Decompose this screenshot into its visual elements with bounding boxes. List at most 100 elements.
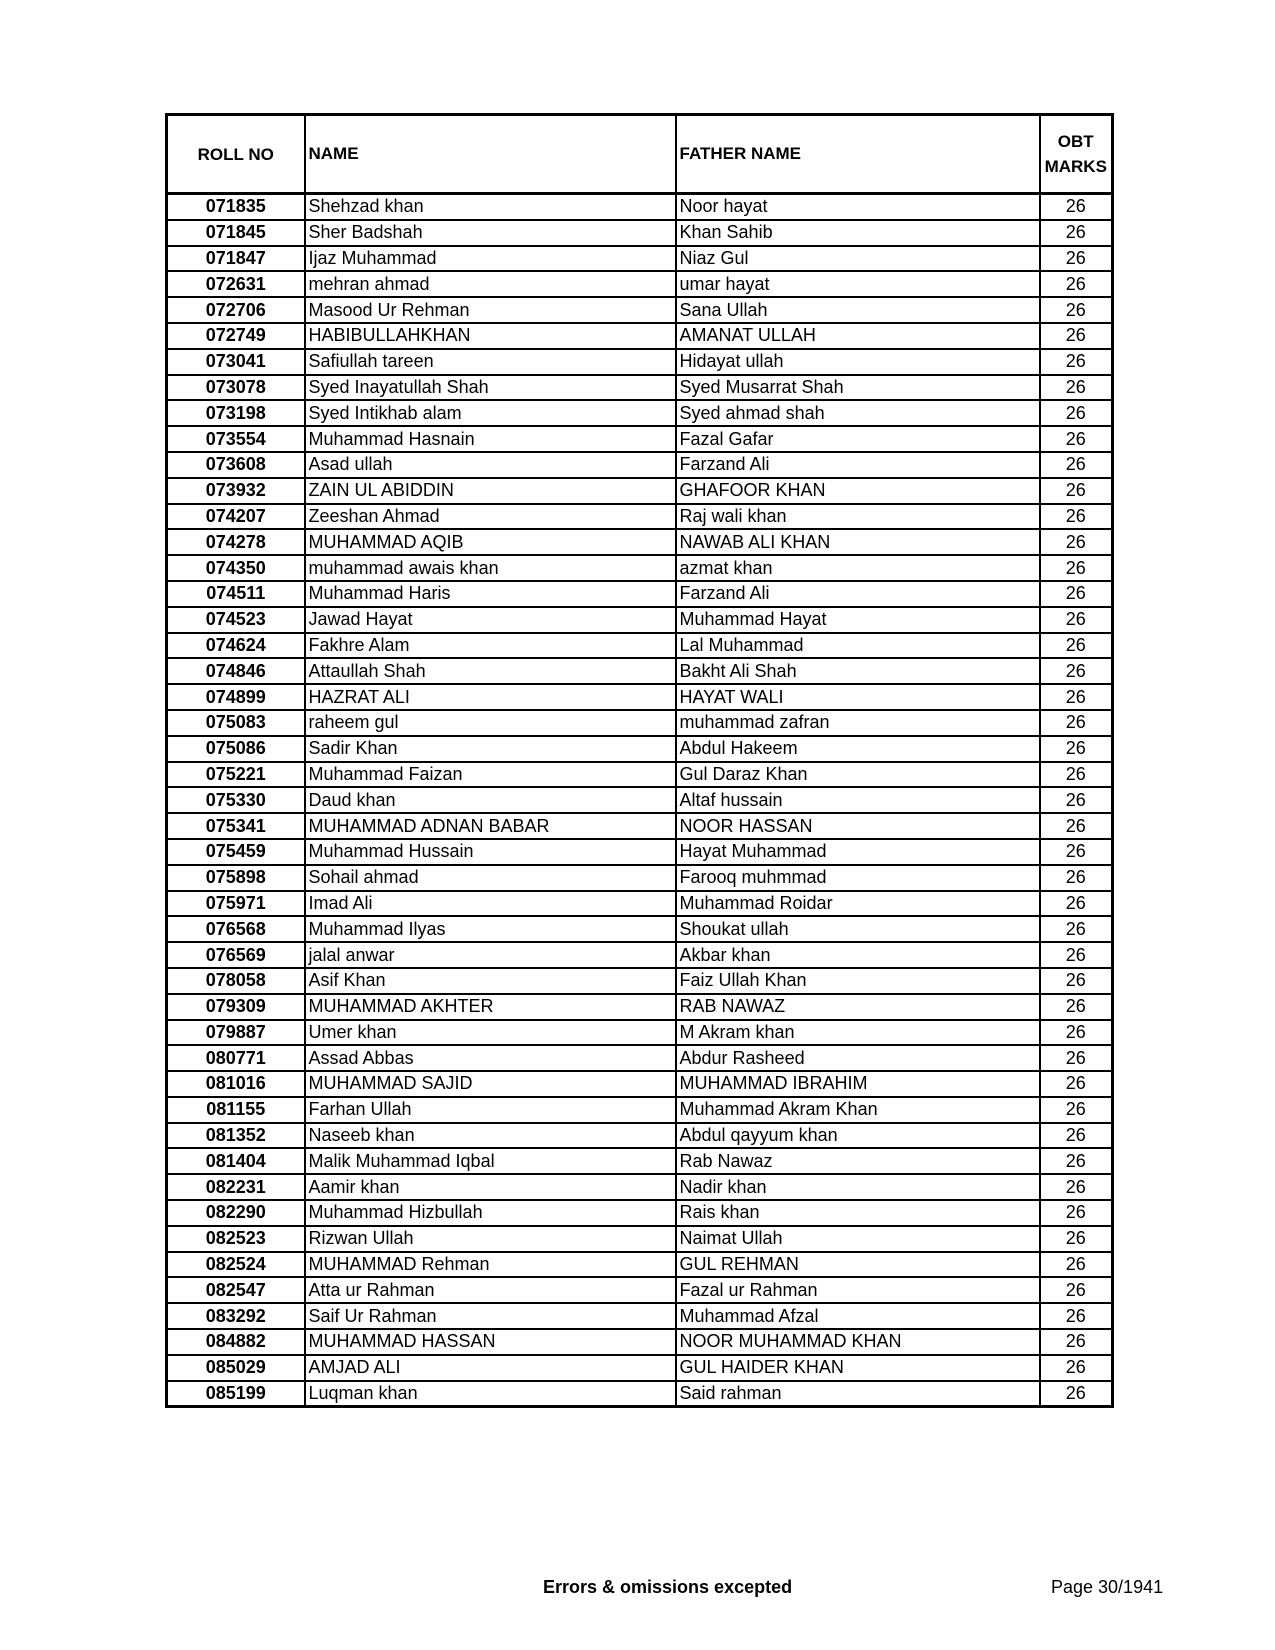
name-cell: muhammad awais khan [303,554,677,582]
obt-marks-cell: 26 [1038,734,1114,763]
obt-marks-cell: 26 [1038,1095,1114,1124]
roll-no-cell: 082290 [165,1199,306,1227]
roll-no-cell: 082547 [165,1276,306,1305]
name-cell: HABIBULLAHKHAN [303,321,677,350]
roll-no-cell: 081155 [165,1095,306,1124]
obt-marks-cell: 26 [1038,1276,1114,1305]
name-cell: AMJAD ALI [303,1353,677,1382]
obt-marks-cell: 26 [1038,786,1114,815]
table-row: 071835 Shehzad khan Noor hayat 26 [165,192,1114,221]
name-cell: Sher Badshah [303,218,677,247]
father-name-cell: NOOR HASSAN [674,812,1041,840]
header-father-name: FATHER NAME [674,113,1041,195]
obt-marks-cell: 26 [1038,192,1114,221]
table-row: 083292 Saif Ur Rahman Muhammad Afzal 26 [165,1302,1114,1331]
obt-marks-cell: 26 [1038,399,1114,428]
table-row: 078058 Asif Khan Faiz Ullah Khan 26 [165,966,1114,995]
obt-marks-cell: 26 [1038,579,1114,608]
results-table: ROLL NO NAME FATHER NAME OBT MARKS 071835… [165,113,1114,1409]
roll-no-cell: 071835 [165,192,306,221]
father-name-cell: Lal Muhammad [674,631,1041,660]
father-name-cell: Farzand Ali [674,579,1041,608]
table-row: 075330 Daud khan Altaf hussain 26 [165,786,1114,815]
table-row: 073078 Syed Inayatullah Shah Syed Musarrat… [165,373,1114,402]
table-row: 082290 Muhammad Hizbullah Rais khan 26 [165,1199,1114,1227]
roll-no-cell: 075221 [165,760,306,789]
roll-no-cell: 072749 [165,321,306,350]
table-row: 084882 MUHAMMAD HASSAN NOOR MUHAMMAD KHAN 2… [165,1328,1114,1356]
obt-marks-cell: 26 [1038,605,1114,634]
father-name-cell: Khan Sahib [674,218,1041,247]
name-cell: Zeeshan Ahmad [303,502,677,531]
name-cell: Muhammad Hasnain [303,425,677,453]
table-row: 071847 Ijaz Muhammad Niaz Gul 26 [165,244,1114,273]
obt-marks-cell: 26 [1038,321,1114,350]
obt-marks-cell: 26 [1038,1018,1114,1047]
name-cell: Muhammad Faizan [303,760,677,789]
name-cell: Imad Ali [303,889,677,918]
father-name-cell: Syed ahmad shah [674,399,1041,428]
roll-no-cell: 073041 [165,347,306,376]
name-cell: jalal anwar [303,941,677,969]
obt-marks-cell: 26 [1038,889,1114,918]
father-name-cell: azmat khan [674,554,1041,582]
table-row: 085199 Luqman khan Said rahman 26 [165,1379,1114,1408]
table-row: 075083 raheem gul muhammad zafran 26 [165,708,1114,737]
roll-no-cell: 075971 [165,889,306,918]
name-cell: Asif Khan [303,966,677,995]
name-cell: Assad Abbas [303,1044,677,1073]
table-row: 073932 ZAIN UL ABIDDIN GHAFOOR KHAN 26 [165,476,1114,505]
obt-marks-cell: 26 [1038,1328,1114,1356]
name-cell: Luqman khan [303,1379,677,1408]
table-row: 081155 Farhan Ullah Muhammad Akram Khan 26 [165,1095,1114,1124]
name-cell: Attaullah Shah [303,657,677,686]
name-cell: ZAIN UL ABIDDIN [303,476,677,505]
obt-marks-cell: 26 [1038,941,1114,969]
name-cell: MUHAMMAD SAJID [303,1070,677,1098]
table-row: 082524 MUHAMMAD Rehman GUL REHMAN 26 [165,1250,1114,1279]
father-name-cell: Said rahman [674,1379,1041,1408]
table-row: 081404 Malik Muhammad Iqbal Rab Nawaz 26 [165,1147,1114,1176]
roll-no-cell: 075083 [165,708,306,737]
roll-no-cell: 074278 [165,528,306,557]
table-row: 073041 Safiullah tareen Hidayat ullah 26 [165,347,1114,376]
father-name-cell: Raj wali khan [674,502,1041,531]
father-name-cell: Akbar khan [674,941,1041,969]
name-cell: Ijaz Muhammad [303,244,677,273]
header-name: NAME [303,113,677,195]
name-cell: MUHAMMAD AQIB [303,528,677,557]
obt-marks-cell: 26 [1038,683,1114,711]
roll-no-cell: 083292 [165,1302,306,1331]
obt-marks-cell: 26 [1038,708,1114,737]
name-cell: Sadir Khan [303,734,677,763]
father-name-cell: GUL HAIDER KHAN [674,1353,1041,1382]
father-name-cell: Muhammad Akram Khan [674,1095,1041,1124]
obt-marks-cell: 26 [1038,296,1114,324]
roll-no-cell: 085199 [165,1379,306,1408]
table-body: 071835 Shehzad khan Noor hayat 26 071845 Sher… [165,192,1114,1408]
header-obt-marks: OBT MARKS [1038,113,1114,195]
table-row: 075086 Sadir Khan Abdul Hakeem 26 [165,734,1114,763]
obt-marks-cell: 26 [1038,425,1114,453]
obt-marks-cell: 26 [1038,915,1114,944]
table-row: 082547 Atta ur Rahman Fazal ur Rahman 26 [165,1276,1114,1305]
roll-no-cell: 080771 [165,1044,306,1073]
name-cell: MUHAMMAD AKHTER [303,992,677,1021]
father-name-cell: Niaz Gul [674,244,1041,273]
roll-no-cell: 075459 [165,837,306,866]
name-cell: Safiullah tareen [303,347,677,376]
obt-marks-cell: 26 [1038,373,1114,402]
obt-marks-cell: 26 [1038,760,1114,789]
father-name-cell: Naimat Ullah [674,1224,1041,1253]
father-name-cell: Rais khan [674,1199,1041,1227]
table-row: 081352 Naseeb khan Abdul qayyum khan 26 [165,1121,1114,1150]
name-cell: Saif Ur Rahman [303,1302,677,1331]
roll-no-cell: 082231 [165,1173,306,1202]
name-cell: MUHAMMAD Rehman [303,1250,677,1279]
roll-no-cell: 081016 [165,1070,306,1098]
header-obt-line1: OBT [1057,132,1094,151]
father-name-cell: M Akram khan [674,1018,1041,1047]
father-name-cell: MUHAMMAD IBRAHIM [674,1070,1041,1098]
table-row: 074207 Zeeshan Ahmad Raj wali khan 26 [165,502,1114,531]
roll-no-cell: 071845 [165,218,306,247]
